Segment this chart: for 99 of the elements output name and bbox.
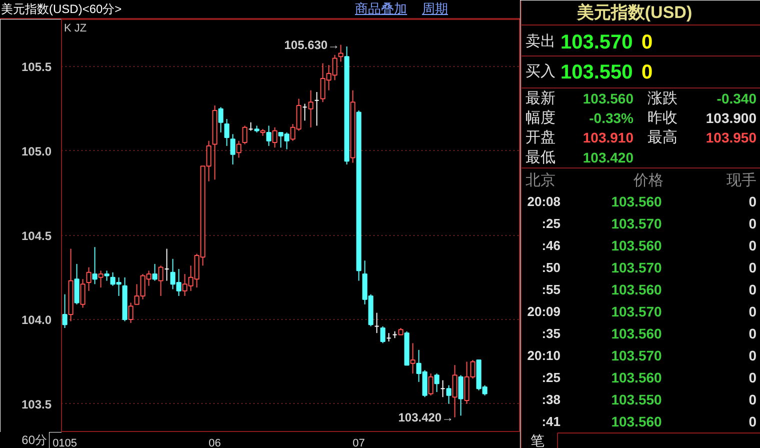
candlestick	[224, 118, 230, 146]
text: 卖出	[526, 33, 556, 50]
text: 最高	[648, 129, 678, 146]
y-tick-label: 104.0	[21, 313, 52, 328]
text: 60分	[22, 432, 47, 448]
x-tick-label: 06	[208, 438, 221, 448]
candlestick	[452, 364, 458, 418]
text: 0	[642, 32, 653, 54]
candlestick	[242, 125, 248, 145]
text: 买入	[526, 63, 556, 80]
text: 笔	[530, 432, 544, 448]
text: 周期	[422, 1, 448, 17]
candlestick	[218, 106, 224, 133]
y-tick-label: 105.0	[21, 144, 52, 158]
text: 103.560	[611, 282, 662, 298]
text: 103.560	[611, 238, 662, 254]
text: 0	[748, 304, 757, 320]
text: 0	[748, 326, 757, 342]
text: 0	[748, 348, 757, 364]
text: :50	[542, 260, 561, 275]
text: 20:08	[527, 194, 560, 209]
text: 0	[748, 238, 757, 254]
text: :46	[542, 238, 561, 253]
candlestick	[98, 270, 104, 288]
candlestick	[272, 126, 278, 148]
candlestick	[62, 294, 68, 328]
text: 103.570	[611, 216, 662, 232]
candlestick	[236, 140, 242, 158]
candlestick	[428, 373, 434, 396]
text: 103.950	[706, 130, 757, 146]
x-tick-label: 07	[352, 438, 365, 448]
text: 20:09	[527, 304, 560, 319]
candlestick	[446, 384, 452, 404]
text: :55	[542, 282, 561, 297]
candlestick	[74, 263, 80, 305]
candlestick	[266, 125, 272, 146]
text: 103.560	[611, 326, 662, 342]
text: 涨跌	[648, 90, 678, 107]
y-tick-label: 105.5	[21, 60, 52, 74]
text: 103.560	[611, 194, 662, 210]
y-tick-label: 103.5	[21, 397, 52, 412]
candlestick	[92, 246, 98, 285]
text: 0	[748, 414, 757, 430]
candlestick	[230, 134, 236, 165]
annotation: 105.630→	[284, 38, 340, 52]
text: 美元指数(USD)	[576, 3, 692, 22]
text: 103.560	[582, 90, 634, 106]
text: :38	[542, 392, 561, 407]
text: 0	[748, 194, 757, 210]
text: 103.570	[611, 348, 662, 364]
candlestick	[104, 270, 110, 282]
text: 103.570	[611, 304, 662, 320]
candlestick	[86, 266, 92, 292]
chart-title: 美元指数(USD)<60分>	[1, 1, 122, 17]
text: :35	[542, 326, 561, 341]
y-tick-label: 104.5	[21, 228, 52, 243]
text: 昨收	[648, 110, 678, 126]
text: 103.560	[611, 370, 662, 386]
text: 103.550	[560, 62, 633, 84]
text: 幅度	[526, 110, 556, 126]
text: 0	[748, 392, 757, 408]
text: 103.570	[560, 32, 633, 54]
annotation: 103.420→	[398, 410, 454, 424]
text: 0	[748, 216, 757, 232]
text: :41	[542, 414, 561, 429]
candlestick	[308, 90, 314, 128]
candlestick	[80, 278, 86, 308]
candlestick	[410, 342, 416, 374]
text: -0.33%	[589, 110, 634, 126]
candlestick	[434, 373, 440, 393]
text: 商品叠加	[355, 1, 407, 17]
text: 开盘	[526, 129, 556, 146]
text: -0.340	[716, 90, 757, 106]
text: 现手	[726, 172, 756, 189]
text: :25	[542, 370, 561, 385]
text: 103.420	[582, 150, 634, 166]
text: 103.910	[582, 130, 634, 146]
text: 103.900	[706, 110, 757, 126]
text: 0	[748, 282, 757, 298]
text: 北京	[526, 172, 556, 189]
text: :25	[542, 216, 561, 231]
text: 0	[642, 62, 653, 84]
candlestick	[128, 302, 134, 324]
candlestick	[380, 326, 386, 344]
candlestick	[338, 44, 344, 62]
text: 0	[748, 260, 757, 276]
text: 0	[748, 370, 757, 386]
candlestick	[152, 263, 158, 282]
candlestick	[458, 374, 464, 416]
text: 最新	[526, 90, 556, 107]
candlestick	[158, 265, 164, 296]
text: 最低	[526, 149, 556, 166]
text: 20:10	[527, 348, 560, 363]
text: 103.570	[611, 260, 662, 276]
text: 103.560	[611, 414, 662, 430]
x-tick-label: 0105	[52, 438, 78, 448]
text: 103.550	[611, 392, 662, 408]
annotation: K JZ	[64, 22, 87, 34]
text: 价格	[632, 172, 664, 189]
